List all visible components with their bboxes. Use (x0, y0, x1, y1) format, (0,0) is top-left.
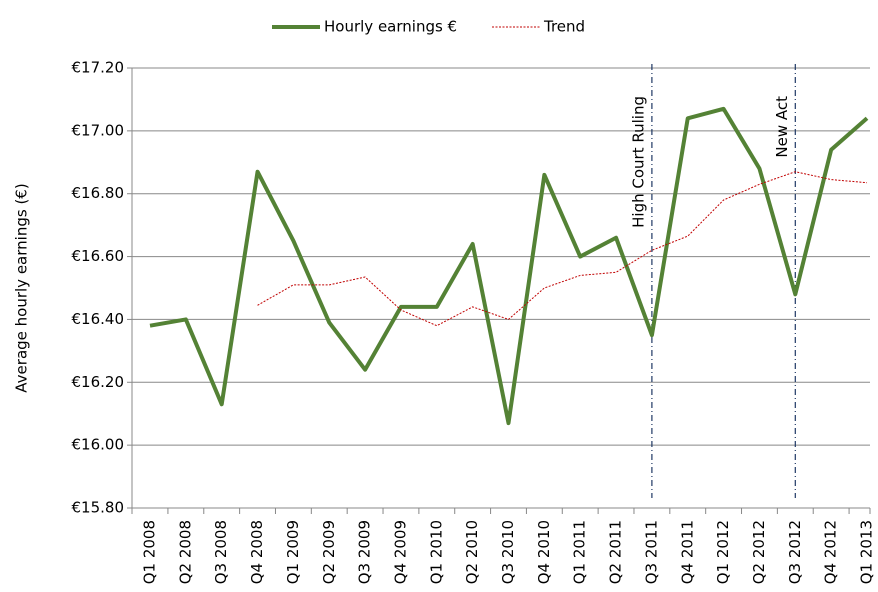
legend-label: Trend (543, 18, 585, 36)
x-tick-label: Q4 2012 (822, 520, 840, 584)
x-tick-label: Q2 2009 (320, 520, 338, 584)
y-tick-label: €17.20 (72, 59, 125, 77)
annotation-text: New Act (773, 96, 791, 158)
x-tick-label: Q3 2008 (212, 520, 230, 584)
x-tick-label: Q4 2008 (248, 520, 266, 584)
x-tick-label: Q4 2010 (535, 520, 553, 584)
x-tick-label: Q2 2008 (176, 520, 194, 584)
x-tick-label: Q2 2011 (607, 520, 625, 584)
x-tick-label: Q2 2010 (463, 520, 481, 584)
y-tick-label: €16.00 (72, 436, 125, 454)
y-tick-label: €16.20 (72, 373, 125, 391)
annotation-text: High Court Ruling (629, 96, 647, 228)
y-tick-label: €15.80 (72, 499, 125, 517)
x-tick-label: Q3 2010 (499, 520, 517, 584)
series-line (257, 171, 868, 327)
x-tick-label: Q1 2012 (714, 520, 732, 584)
y-axis-label: Average hourly earnings (€) (13, 183, 31, 392)
y-tick-label: €16.60 (72, 247, 125, 265)
x-tick-label: Q1 2011 (571, 520, 589, 584)
x-tick-label: Q1 2010 (427, 520, 445, 584)
x-tick-label: Q3 2011 (642, 520, 660, 584)
x-tick-label: Q4 2011 (678, 520, 696, 584)
series-line (149, 106, 869, 426)
x-tick-label: Q1 2009 (284, 520, 302, 584)
x-tick-label: Q3 2012 (786, 520, 804, 584)
y-tick-label: €16.80 (72, 184, 125, 202)
x-tick-label: Q1 2013 (858, 520, 876, 584)
legend-label: Hourly earnings € (324, 18, 457, 36)
x-tick-label: Q1 2008 (141, 520, 159, 584)
y-tick-label: €17.00 (72, 121, 125, 139)
x-tick-label: Q3 2009 (356, 520, 374, 584)
y-tick-label: €16.40 (72, 310, 125, 328)
x-tick-label: Q2 2012 (750, 520, 768, 584)
x-tick-label: Q4 2009 (391, 520, 409, 584)
